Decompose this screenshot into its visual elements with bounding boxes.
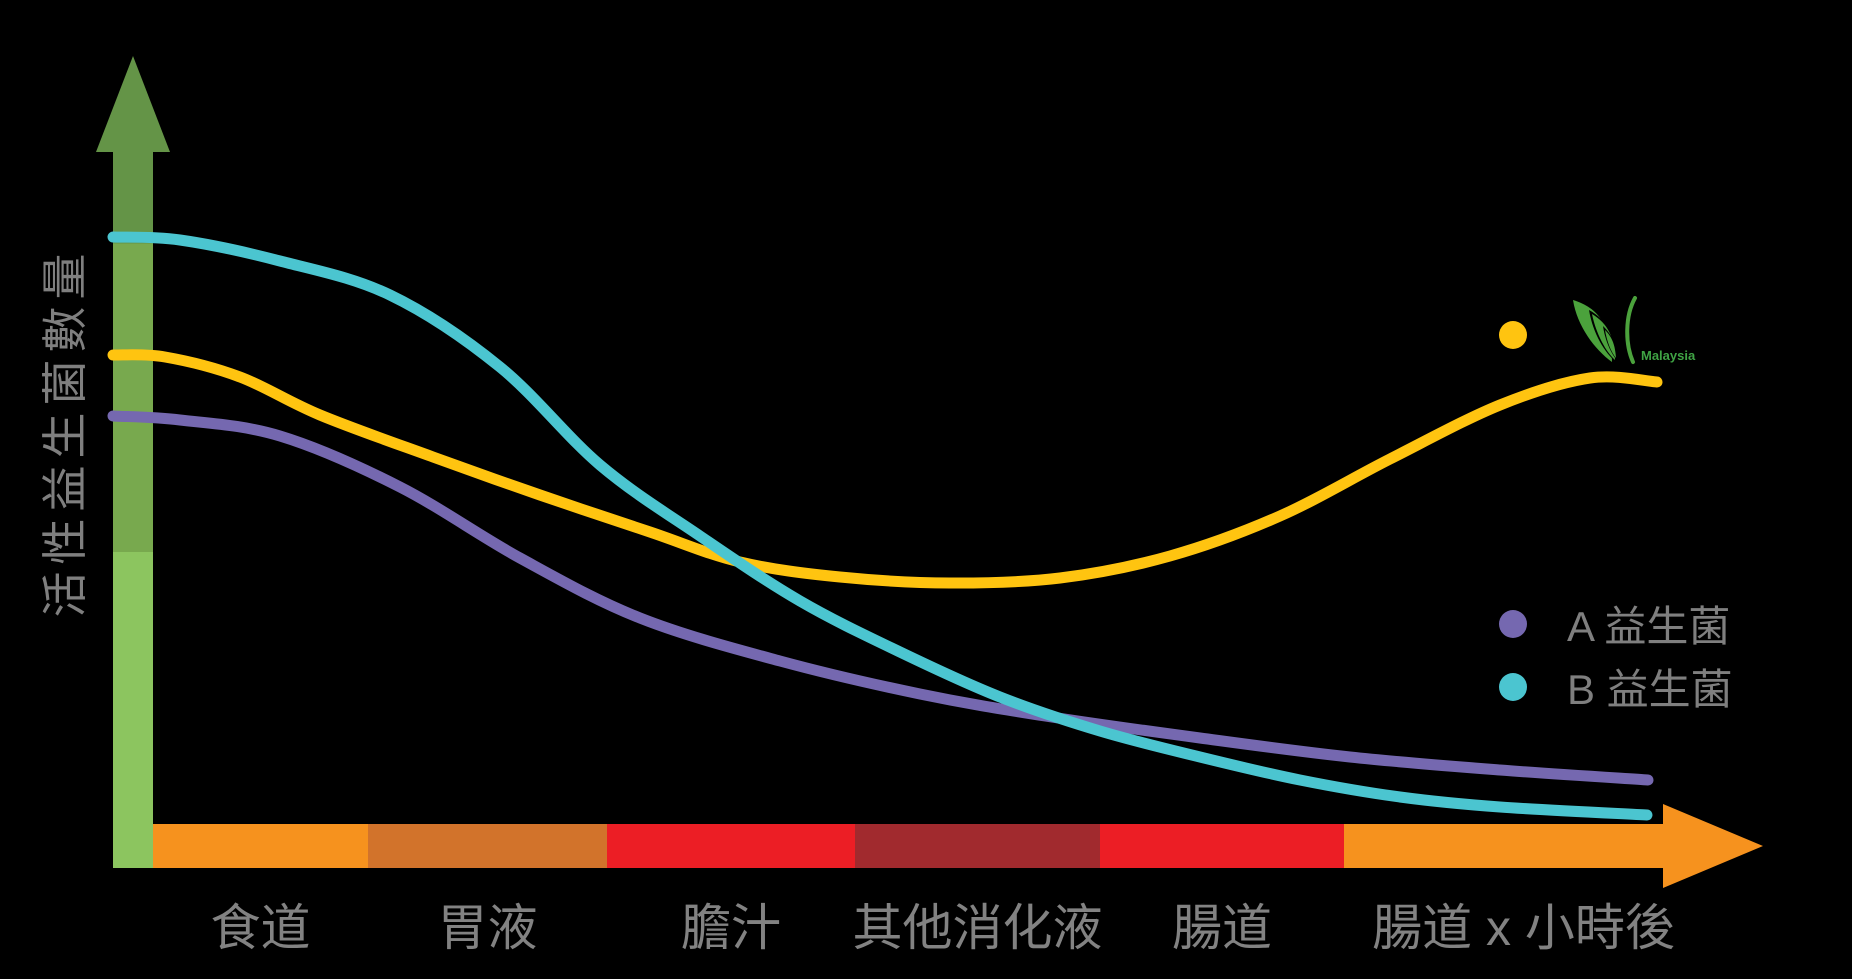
series-b-dot [1499,672,1527,701]
x-axis-label: 食道 [210,900,311,956]
series-line [107,231,1653,821]
series-a-label: A 益生菌 [1567,603,1731,650]
x-axis-label: 腸道 [1172,900,1272,956]
brand-logo-icon [1573,296,1637,364]
x-axis-segment [1344,824,1666,868]
x-axis-segment [153,824,368,868]
series-b-label: B 益生菌 [1567,666,1733,713]
x-axis-bar [153,804,1763,888]
x-axis-segment [607,824,855,868]
series-line [107,410,1654,786]
brand-logo: Malaysia [1559,296,1709,374]
series-line [107,349,1663,589]
x-axis-segment [368,824,607,868]
x-axis-segment [1100,824,1344,868]
legend-item-a: A 益生菌 [1499,593,1730,654]
brand-logo-text: Malaysia [1641,348,1696,363]
x-axis-label: 其他消化液 [852,900,1103,956]
brand-series-dot [1499,321,1527,349]
y-axis-arrowhead [96,56,170,152]
x-axis-segment [855,824,1100,868]
legend-item-brand: Malaysia [1499,296,1709,374]
series-a-dot [1499,609,1527,638]
x-axis-label: 膽汁 [681,900,781,956]
y-axis-arrow [96,56,170,868]
y-axis-title: 活性益生菌數量 [39,246,91,618]
curve-lines [107,231,1663,821]
x-axis-label: 胃液 [437,900,538,956]
x-axis-arrowhead [1663,804,1763,888]
legend-item-b: B 益生菌 [1499,656,1733,717]
x-axis-label: 腸道 x 小時後 [1372,900,1675,956]
